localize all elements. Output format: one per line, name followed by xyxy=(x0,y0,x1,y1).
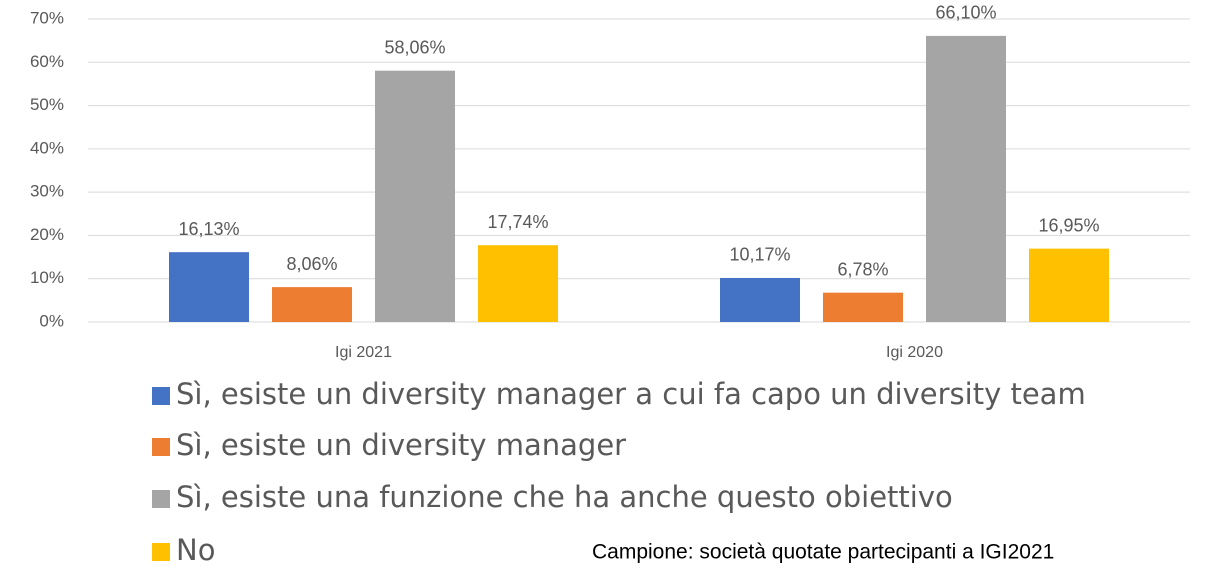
legend-swatch xyxy=(152,438,170,456)
value-label: 66,10% xyxy=(935,3,996,23)
bar xyxy=(272,287,352,322)
legend-label: Sì, esiste un diversity manager xyxy=(176,428,626,462)
bar xyxy=(1029,248,1109,322)
value-label: 17,74% xyxy=(487,212,548,232)
legend-label: Sì, esiste un diversity manager a cui fa… xyxy=(176,377,1086,411)
y-tick-label: 20% xyxy=(30,225,64,244)
bar xyxy=(823,292,903,322)
y-tick-label: 40% xyxy=(30,138,64,157)
value-label: 10,17% xyxy=(729,245,790,265)
value-label: 8,06% xyxy=(286,254,337,274)
bar xyxy=(375,70,455,323)
y-tick-label: 30% xyxy=(30,182,64,201)
bar xyxy=(720,277,800,322)
legend-swatch xyxy=(152,387,170,405)
y-tick-label: 50% xyxy=(30,95,64,114)
y-tick-label: 0% xyxy=(39,311,64,330)
legend-swatch xyxy=(152,490,170,508)
legend-label: Sì, esiste una funzione che ha anche que… xyxy=(176,480,953,514)
annotation: Campione: società quotate partecipanti a… xyxy=(592,541,1054,564)
y-tick-label: 10% xyxy=(30,268,64,287)
y-tick-label: 70% xyxy=(30,8,64,27)
bar xyxy=(169,252,249,322)
value-label: 16,95% xyxy=(1038,215,1099,235)
value-label: 6,78% xyxy=(837,259,888,279)
y-tick-label: 60% xyxy=(30,52,64,71)
legend-swatch xyxy=(152,543,170,561)
bar xyxy=(478,245,558,322)
legend-label: No xyxy=(176,533,215,566)
value-label: 16,13% xyxy=(178,219,239,239)
x-tick-label: Igi 2020 xyxy=(886,344,943,361)
value-label: 58,06% xyxy=(384,37,445,57)
bar xyxy=(926,35,1006,322)
x-tick-label: Igi 2021 xyxy=(335,344,392,361)
